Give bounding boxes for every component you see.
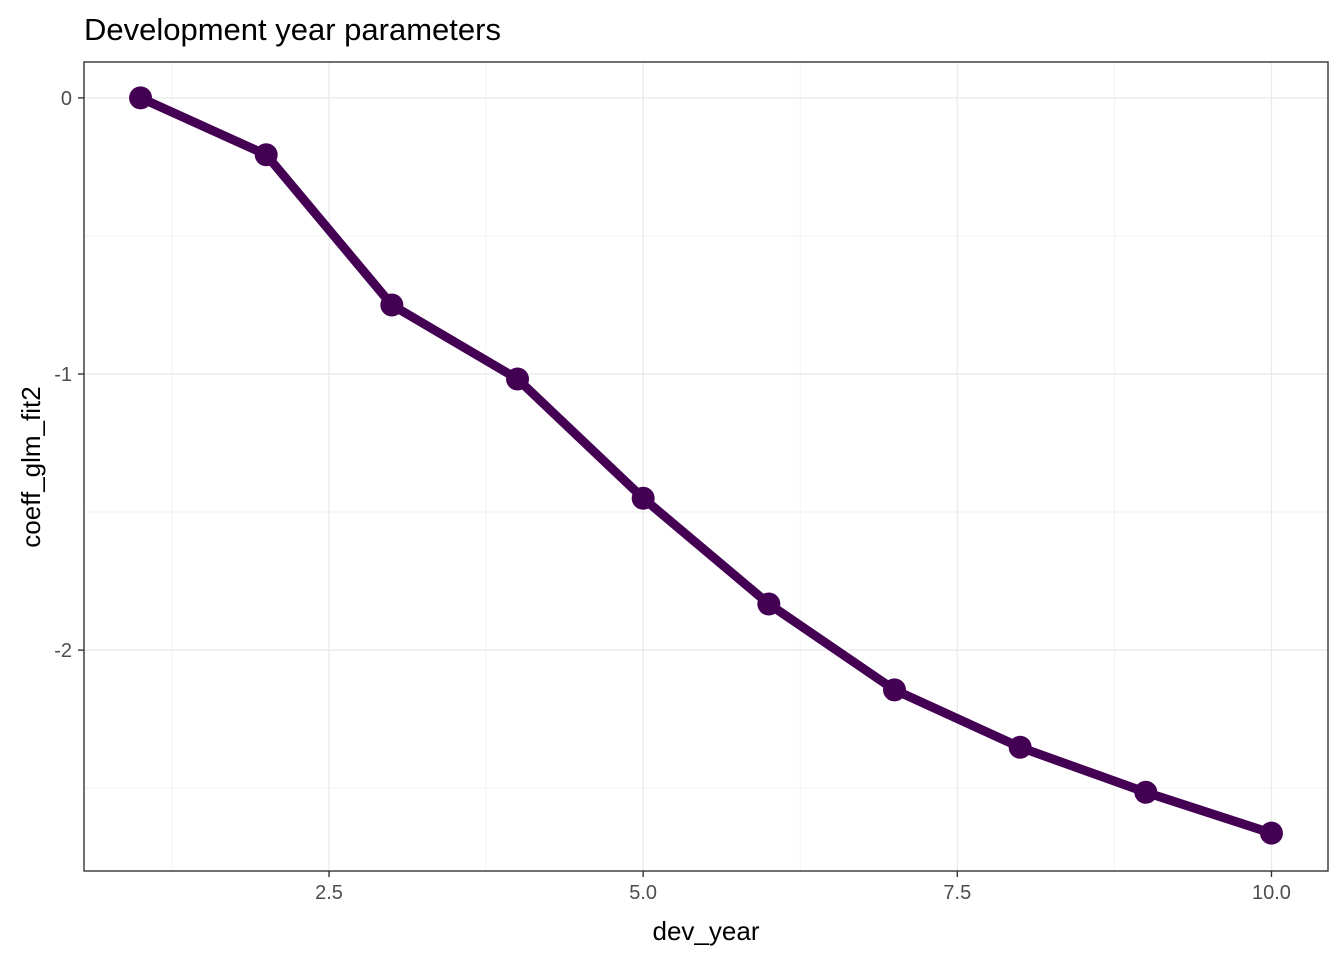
y-tick-label: 0 bbox=[61, 88, 72, 110]
x-tick-label: 10.0 bbox=[1252, 882, 1291, 904]
data-point bbox=[1008, 735, 1032, 759]
data-point bbox=[1259, 821, 1283, 845]
data-point bbox=[506, 367, 530, 391]
data-point bbox=[1134, 780, 1158, 804]
data-point bbox=[757, 592, 781, 616]
x-axis-title: dev_year bbox=[653, 916, 760, 946]
x-tick-label: 7.5 bbox=[943, 882, 971, 904]
data-point bbox=[129, 86, 153, 110]
data-point bbox=[631, 486, 655, 510]
series-line bbox=[136, 93, 1276, 838]
data-point bbox=[380, 293, 404, 317]
plot-panel bbox=[84, 62, 1328, 871]
y-tick-label: -1 bbox=[54, 364, 72, 386]
plot-border bbox=[83, 61, 1329, 872]
plot-area: 2.5 5.0 7.5 10.0 0 -1 -2 bbox=[54, 61, 1329, 904]
y-axis-title: coeff_glm_fit2 bbox=[16, 386, 46, 547]
x-tick-label: 5.0 bbox=[629, 882, 657, 904]
data-point bbox=[254, 143, 278, 167]
chart-title: Development year parameters bbox=[84, 12, 501, 47]
data-point bbox=[882, 678, 906, 702]
y-tick-label: -2 bbox=[54, 640, 72, 662]
x-tick-label: 2.5 bbox=[315, 882, 343, 904]
